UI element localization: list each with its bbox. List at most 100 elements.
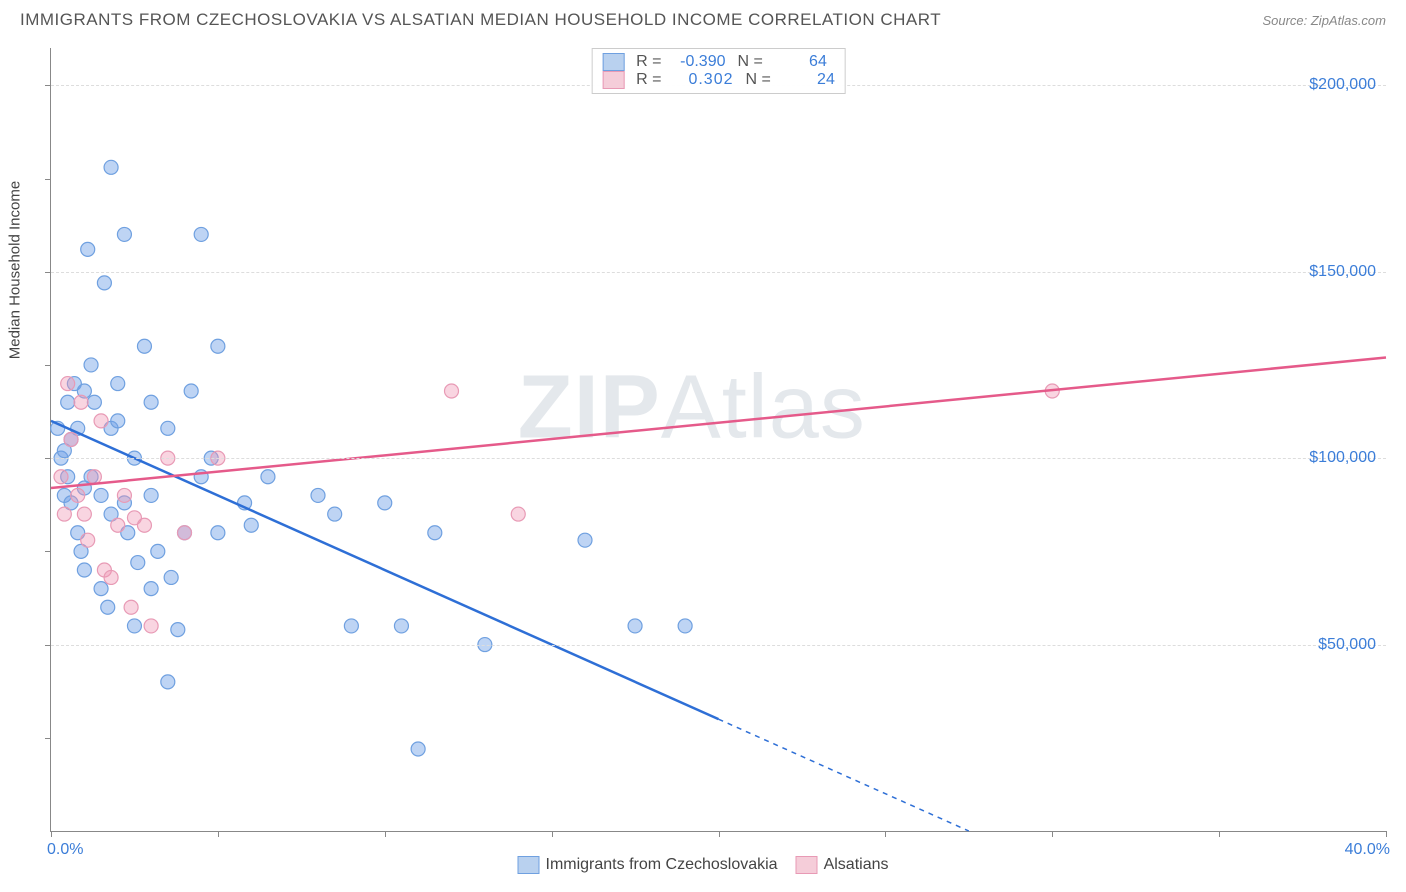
scatter-point-series-0 [411, 742, 425, 756]
scatter-point-series-1 [144, 619, 158, 633]
scatter-plot-svg [51, 48, 1386, 831]
scatter-point-series-0 [137, 339, 151, 353]
scatter-point-series-1 [111, 518, 125, 532]
x-tick [1219, 831, 1220, 837]
y-tick-label: $50,000 [1318, 636, 1376, 654]
scatter-point-series-0 [144, 395, 158, 409]
scatter-point-series-1 [87, 470, 101, 484]
scatter-point-series-0 [628, 619, 642, 633]
scatter-point-series-0 [97, 276, 111, 290]
plot-area: R = -0.390 N = 64 R = 0.302 N = 24 ZIPAt… [50, 48, 1386, 832]
scatter-point-series-0 [344, 619, 358, 633]
scatter-point-series-0 [161, 675, 175, 689]
scatter-point-series-1 [178, 526, 192, 540]
x-min-label: 0.0% [47, 841, 83, 859]
scatter-point-series-0 [311, 488, 325, 502]
trend-line-series-0 [51, 421, 719, 719]
r-value-1: 0.302 [670, 71, 734, 89]
scatter-point-series-0 [111, 377, 125, 391]
n-value-1: 24 [779, 71, 835, 89]
scatter-point-series-0 [144, 488, 158, 502]
scatter-point-series-1 [57, 507, 71, 521]
scatter-point-series-1 [117, 488, 131, 502]
y-tick-minor [45, 365, 51, 366]
scatter-point-series-0 [184, 384, 198, 398]
x-tick [385, 831, 386, 837]
scatter-point-series-0 [84, 358, 98, 372]
chart-title: IMMIGRANTS FROM CZECHOSLOVAKIA VS ALSATI… [20, 10, 941, 30]
n-label-0: N = [738, 53, 763, 71]
y-tick-minor [45, 551, 51, 552]
scatter-point-series-1 [74, 395, 88, 409]
x-tick [552, 831, 553, 837]
scatter-point-series-0 [111, 414, 125, 428]
scatter-point-series-0 [428, 526, 442, 540]
scatter-point-series-0 [194, 227, 208, 241]
x-tick [51, 831, 52, 837]
grid-line [51, 272, 1386, 273]
scatter-point-series-0 [104, 160, 118, 174]
r-label-1: R = [636, 71, 661, 89]
scatter-point-series-1 [61, 377, 75, 391]
y-tick-minor [45, 179, 51, 180]
scatter-point-series-0 [394, 619, 408, 633]
scatter-point-series-0 [117, 227, 131, 241]
r-value-0: -0.390 [670, 53, 726, 71]
scatter-point-series-0 [87, 395, 101, 409]
correlation-legend: R = -0.390 N = 64 R = 0.302 N = 24 [591, 48, 846, 94]
scatter-point-series-0 [378, 496, 392, 510]
r-label-0: R = [636, 53, 661, 71]
scatter-point-series-0 [244, 518, 258, 532]
swatch-series-0 [602, 53, 624, 71]
legend-item-1: Alsatians [796, 856, 889, 874]
trend-line-series-1 [51, 357, 1386, 488]
scatter-point-series-1 [445, 384, 459, 398]
legend-row-series-1: R = 0.302 N = 24 [602, 71, 835, 89]
legend-label-0: Immigrants from Czechoslovakia [546, 856, 778, 874]
x-tick [1386, 831, 1387, 837]
scatter-point-series-0 [578, 533, 592, 547]
source-name: ZipAtlas.com [1311, 13, 1386, 28]
y-tick-label: $100,000 [1309, 449, 1376, 467]
n-value-0: 64 [771, 53, 827, 71]
scatter-point-series-1 [124, 600, 138, 614]
scatter-point-series-1 [64, 433, 78, 447]
legend-swatch-1 [796, 856, 818, 874]
n-label-1: N = [746, 71, 771, 89]
scatter-point-series-0 [81, 242, 95, 256]
scatter-point-series-0 [161, 421, 175, 435]
scatter-point-series-0 [211, 339, 225, 353]
x-max-label: 40.0% [1345, 841, 1390, 859]
x-tick [1052, 831, 1053, 837]
scatter-point-series-1 [104, 570, 118, 584]
legend-label-1: Alsatians [824, 856, 889, 874]
swatch-series-1 [602, 71, 624, 89]
scatter-point-series-0 [211, 526, 225, 540]
source-credit: Source: ZipAtlas.com [1262, 13, 1386, 28]
source-prefix: Source: [1262, 13, 1310, 28]
y-tick-minor [45, 738, 51, 739]
title-bar: IMMIGRANTS FROM CZECHOSLOVAKIA VS ALSATI… [0, 0, 1406, 30]
y-axis-label: Median Household Income [7, 181, 24, 359]
plot-wrap: Median Household Income R = -0.390 N = 6… [50, 48, 1386, 832]
scatter-point-series-1 [94, 414, 108, 428]
x-tick [218, 831, 219, 837]
x-tick [885, 831, 886, 837]
scatter-point-series-0 [127, 619, 141, 633]
scatter-point-series-1 [511, 507, 525, 521]
y-tick-label: $200,000 [1309, 76, 1376, 94]
scatter-point-series-1 [77, 507, 91, 521]
scatter-point-series-0 [678, 619, 692, 633]
scatter-point-series-1 [71, 488, 85, 502]
grid-line [51, 645, 1386, 646]
scatter-point-series-0 [101, 600, 115, 614]
scatter-point-series-0 [171, 623, 185, 637]
legend-item-0: Immigrants from Czechoslovakia [518, 856, 778, 874]
trend-line-dash-series-0 [719, 719, 969, 831]
legend-row-series-0: R = -0.390 N = 64 [602, 53, 835, 71]
grid-line [51, 458, 1386, 459]
scatter-point-series-0 [77, 563, 91, 577]
y-tick-label: $150,000 [1309, 263, 1376, 281]
x-tick [719, 831, 720, 837]
scatter-point-series-0 [164, 570, 178, 584]
